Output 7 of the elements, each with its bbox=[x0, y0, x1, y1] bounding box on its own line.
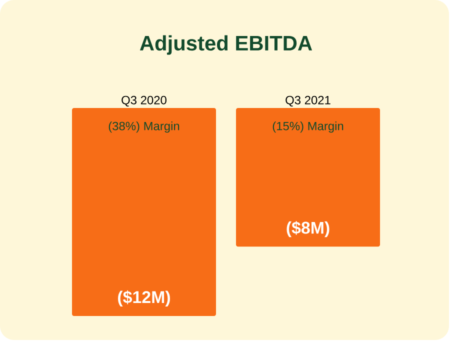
x-tick-label: Q3 2021 bbox=[286, 96, 330, 106]
x-tick-label: Q3 2020 bbox=[122, 96, 166, 106]
annotation: (15%) Margin bbox=[272, 122, 344, 133]
data-label: ($8M) bbox=[286, 221, 330, 238]
data-label: ($12M) bbox=[118, 290, 170, 306]
annotation: (38%) Margin bbox=[108, 122, 180, 133]
chart-title: Adjusted EBITDA bbox=[140, 35, 312, 55]
